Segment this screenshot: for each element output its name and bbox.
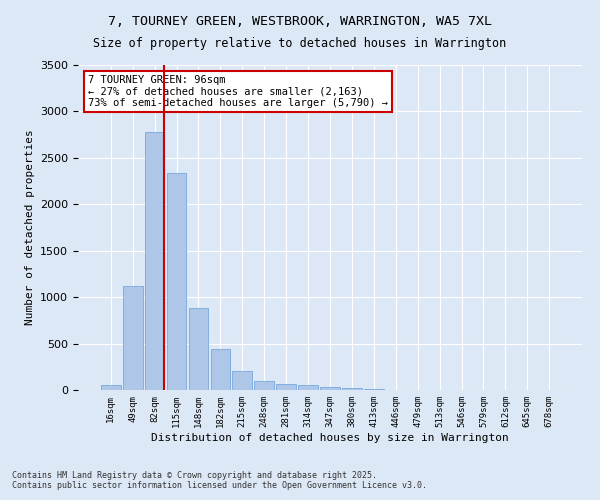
Bar	[254, 380, 274, 390]
Bar	[364, 389, 384, 390]
Bar	[342, 388, 362, 390]
Y-axis label: Number of detached properties: Number of detached properties	[25, 130, 35, 326]
Text: Size of property relative to detached houses in Warrington: Size of property relative to detached ho…	[94, 38, 506, 51]
Bar	[298, 386, 318, 390]
Bar	[123, 286, 143, 390]
Bar	[276, 384, 296, 390]
Bar	[188, 308, 208, 390]
Bar	[232, 372, 252, 390]
X-axis label: Distribution of detached houses by size in Warrington: Distribution of detached houses by size …	[151, 432, 509, 442]
Bar	[211, 349, 230, 390]
Bar	[101, 386, 121, 390]
Text: Contains HM Land Registry data © Crown copyright and database right 2025.
Contai: Contains HM Land Registry data © Crown c…	[12, 470, 427, 490]
Text: 7 TOURNEY GREEN: 96sqm
← 27% of detached houses are smaller (2,163)
73% of semi-: 7 TOURNEY GREEN: 96sqm ← 27% of detached…	[88, 74, 388, 108]
Bar	[320, 387, 340, 390]
Bar	[145, 132, 164, 390]
Bar	[167, 172, 187, 390]
Text: 7, TOURNEY GREEN, WESTBROOK, WARRINGTON, WA5 7XL: 7, TOURNEY GREEN, WESTBROOK, WARRINGTON,…	[108, 15, 492, 28]
